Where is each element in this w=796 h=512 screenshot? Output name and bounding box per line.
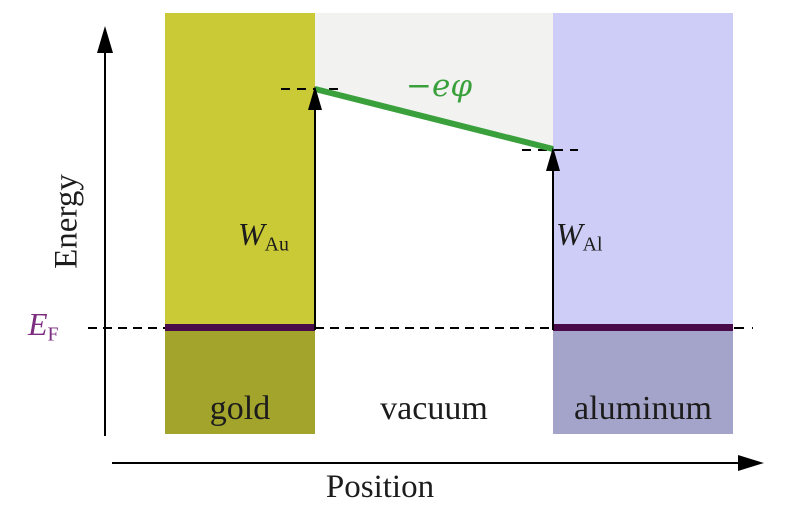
fermi-level-bar-gold — [165, 324, 315, 331]
work-function-aluminum-arrowhead — [546, 147, 560, 171]
energy-axis-label: Energy — [48, 174, 85, 269]
wau-symbol: W — [238, 216, 265, 252]
aluminum-region-label: aluminum — [574, 390, 712, 427]
work-function-gold-label: WAu — [238, 216, 289, 257]
aluminum-region-below-fermi — [553, 331, 733, 434]
wau-subscript: Au — [264, 233, 289, 256]
gold-region-above-fermi — [165, 13, 315, 324]
fermi-level-label: EF — [28, 306, 59, 347]
vacuum-potential-line — [314, 86, 554, 152]
fermi-level-bar-aluminum — [553, 324, 733, 331]
gold-region-label: gold — [209, 390, 271, 427]
work-function-gold-arrowhead — [308, 86, 322, 110]
fermi-symbol: E — [28, 306, 48, 342]
wal-symbol: W — [556, 216, 583, 252]
work-function-aluminum-label: WAl — [556, 216, 603, 257]
wal-subscript: Al — [582, 233, 603, 256]
position-axis-arrowhead — [738, 455, 764, 471]
aluminum-region-above-fermi — [553, 13, 733, 324]
vacuum-region-label: vacuum — [380, 390, 488, 427]
fermi-subscript: F — [47, 323, 59, 346]
vacuum-potential-label: −eφ — [406, 68, 473, 104]
position-axis-label: Position — [325, 469, 435, 505]
vacuum-region — [315, 13, 553, 149]
energy-axis-arrowhead — [97, 26, 113, 53]
gold-region-below-fermi — [165, 331, 315, 434]
